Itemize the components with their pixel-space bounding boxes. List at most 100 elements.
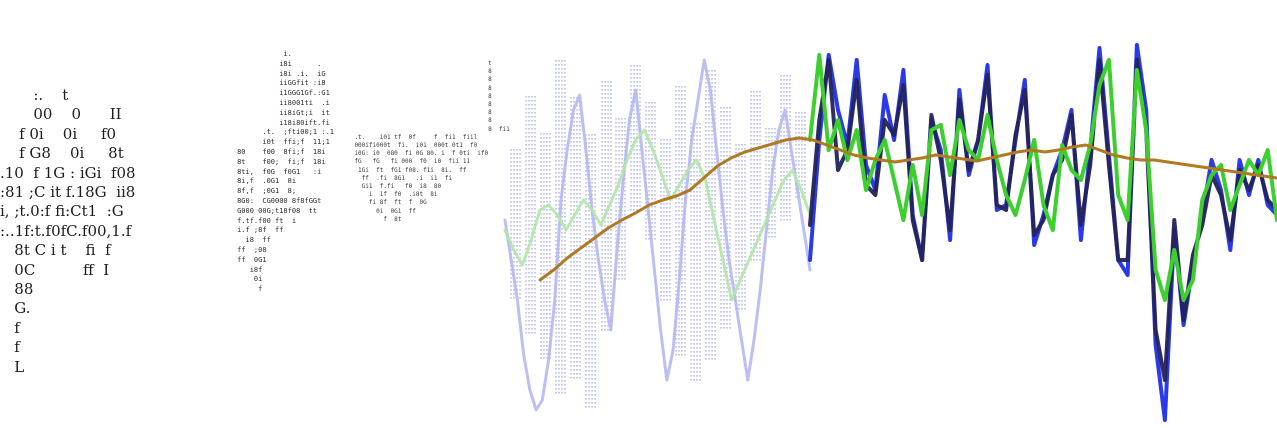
stipple-dot (699, 359, 701, 361)
stipple-dot (771, 132, 773, 134)
stipple-dot (735, 200, 737, 202)
stipple-dot (696, 167, 698, 169)
stipple-dot (610, 117, 612, 119)
stipple-dot (564, 340, 566, 342)
stipple-dot (528, 116, 530, 118)
stipple-dot (591, 322, 593, 324)
stipple-dot (669, 291, 671, 293)
stipple-dot (615, 214, 617, 216)
stipple-dot (750, 227, 752, 229)
stipple-dot (744, 280, 746, 282)
stipple-dot (534, 96, 536, 98)
stipple-dot (633, 197, 635, 199)
stipple-dot (564, 200, 566, 202)
stipple-dot (564, 108, 566, 110)
stipple-dot (510, 149, 512, 151)
stipple-dot (735, 172, 737, 174)
stipple-dot (564, 364, 566, 366)
stipple-dot (759, 91, 761, 93)
stipple-dot (783, 203, 785, 205)
stipple-dot (607, 237, 609, 239)
stipple-dot (729, 171, 731, 173)
stipple-dot (684, 346, 686, 348)
stipple-dot (768, 152, 770, 154)
stipple-dot (786, 219, 788, 221)
stipple-dot (684, 334, 686, 336)
stipple-dot (579, 181, 581, 183)
stipple-dot (693, 247, 695, 249)
stipple-dot (768, 232, 770, 234)
stipple-dot (594, 182, 596, 184)
stipple-dot (604, 181, 606, 183)
stipple-dot (604, 113, 606, 115)
stipple-dot (669, 283, 671, 285)
stipple-dot (714, 282, 716, 284)
stipple-dot (570, 201, 572, 203)
stipple-dot (549, 285, 551, 287)
stipple-dot (519, 189, 521, 191)
stipple-dot (594, 202, 596, 204)
stipple-dot (636, 189, 638, 191)
stipple-dot (735, 148, 737, 150)
stipple-dot (564, 184, 566, 186)
stipple-dot (558, 64, 560, 66)
stipple-dot (801, 164, 803, 166)
stipple-dot (564, 328, 566, 330)
stipple-dot (699, 343, 701, 345)
stipple-dot (576, 265, 578, 267)
stipple-dot (549, 233, 551, 235)
stipple-dot (588, 210, 590, 212)
stipple-dot (588, 354, 590, 356)
stipple-dot (516, 277, 518, 279)
stipple-dot (555, 376, 557, 378)
stipple-dot (648, 186, 650, 188)
stipple-dot (666, 271, 668, 273)
stipple-dot (705, 110, 707, 112)
stipple-dot (531, 100, 533, 102)
stipple-dot (645, 110, 647, 112)
stipple-dot (579, 193, 581, 195)
stipple-dot (663, 159, 665, 161)
stipple-dot (576, 361, 578, 363)
stipple-dot (693, 283, 695, 285)
stipple-dot (654, 218, 656, 220)
stipple-dot (726, 183, 728, 185)
stipple-dot (645, 142, 647, 144)
stipple-dot (604, 205, 606, 207)
stipple-dot (601, 197, 603, 199)
stipple-dot (690, 323, 692, 325)
stipple-dot (531, 308, 533, 310)
stipple-dot (591, 158, 593, 160)
stipple-dot (591, 270, 593, 272)
stipple-dot (636, 145, 638, 147)
stipple-dot (684, 114, 686, 116)
stipple-dot (543, 221, 545, 223)
stipple-dot (714, 102, 716, 104)
stipple-dot (654, 146, 656, 148)
stipple-dot (729, 223, 731, 225)
stipple-dot (558, 144, 560, 146)
stipple-dot (666, 291, 668, 293)
stipple-dot (534, 232, 536, 234)
stipple-dot (714, 94, 716, 96)
stipple-dot (601, 145, 603, 147)
stipple-dot (546, 145, 548, 147)
stipple-dot (693, 263, 695, 265)
stipple-dot (531, 320, 533, 322)
stipple-dot (798, 140, 800, 142)
stipple-dot (684, 354, 686, 356)
stipple-dot (708, 218, 710, 220)
stipple-dot (607, 129, 609, 131)
stipple-dot (591, 266, 593, 268)
stipple-dot (594, 278, 596, 280)
stipple-dot (585, 166, 587, 168)
stipple-dot (543, 209, 545, 211)
stipple-dot (610, 273, 612, 275)
stipple-dot (705, 222, 707, 224)
stipple-dot (639, 161, 641, 163)
stipple-dot (558, 260, 560, 262)
stipple-dot (601, 241, 603, 243)
stipple-dot (546, 181, 548, 183)
stipple-dot (714, 190, 716, 192)
stipple-dot (759, 131, 761, 133)
